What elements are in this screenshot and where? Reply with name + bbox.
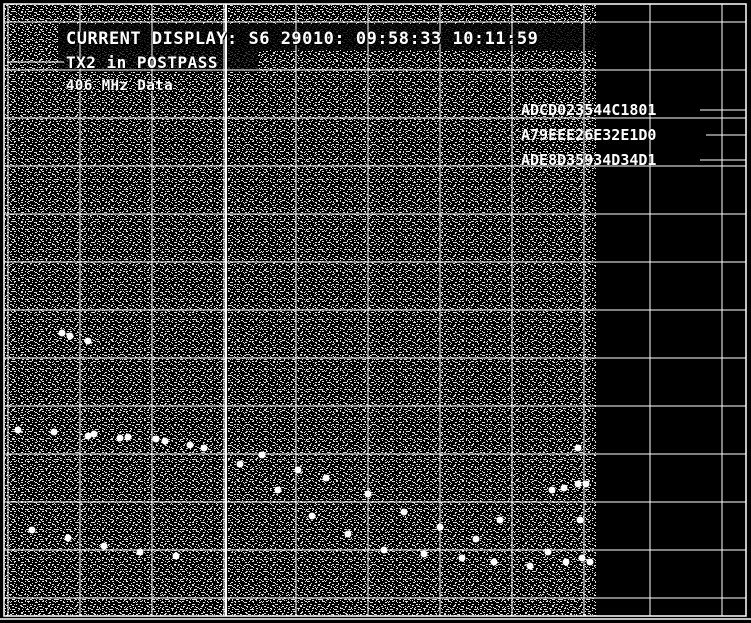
detection-dot <box>548 486 556 494</box>
detection-dot <box>560 484 568 492</box>
detection-dot <box>322 474 330 482</box>
detection-dot <box>152 435 160 443</box>
beacon-id-label: ADCD023544C1801 <box>521 101 657 119</box>
detection-dot <box>582 480 590 488</box>
detection-dot <box>578 554 586 562</box>
detection-dot <box>64 534 72 542</box>
detection-dot <box>400 508 408 516</box>
detection-dot <box>436 523 444 531</box>
frequency-label-line: 406 MHz Data <box>66 78 174 94</box>
detection-dot <box>576 516 584 524</box>
detection-dot <box>236 460 244 468</box>
detection-dot <box>66 332 74 340</box>
detection-dot <box>562 558 570 566</box>
detection-dot <box>380 546 388 554</box>
detection-dot <box>586 558 594 566</box>
detection-dot <box>344 530 352 538</box>
detection-dot <box>100 542 108 550</box>
transmitter-status-line: TX2 in POSTPASS <box>66 53 218 72</box>
detection-dot <box>420 550 428 558</box>
detection-dot <box>161 437 169 445</box>
current-display-line: CURRENT DISPLAY: S6 29010: 09:58:33 10:1… <box>66 29 539 49</box>
detection-dot <box>84 432 92 440</box>
detection-dot <box>200 444 208 452</box>
detection-dot <box>14 426 22 434</box>
beacon-id-label: A79EEE26E32E1D0 <box>521 126 657 144</box>
detection-dot <box>294 466 302 474</box>
detection-dot <box>574 480 582 488</box>
header-text-backdrop-2 <box>58 50 258 72</box>
detection-dot <box>186 441 194 449</box>
detection-dot <box>574 444 582 452</box>
detection-dot <box>50 428 58 436</box>
detection-dot <box>274 486 282 494</box>
grid-lines <box>4 4 746 616</box>
detection-dot <box>172 552 180 560</box>
detection-dot <box>544 548 552 556</box>
detection-dot <box>472 535 480 543</box>
detection-dot <box>84 337 92 345</box>
detection-dot <box>308 512 316 520</box>
display-border <box>3 3 747 617</box>
detection-dot <box>458 554 466 562</box>
signal-detections <box>14 329 594 570</box>
detection-dot <box>136 548 144 556</box>
detection-dot <box>28 526 36 534</box>
header-text-backdrop <box>58 24 618 50</box>
detection-dot <box>526 562 534 570</box>
detection-dot <box>58 329 66 337</box>
detection-dot <box>364 490 372 498</box>
beacon-id-label: ADE8D35934D34D1 <box>521 151 657 169</box>
detection-dot <box>90 430 98 438</box>
detection-dot <box>490 558 498 566</box>
detection-dot <box>258 451 266 459</box>
detection-dot <box>116 434 124 442</box>
detection-dot <box>124 433 132 441</box>
detection-dot <box>496 516 504 524</box>
